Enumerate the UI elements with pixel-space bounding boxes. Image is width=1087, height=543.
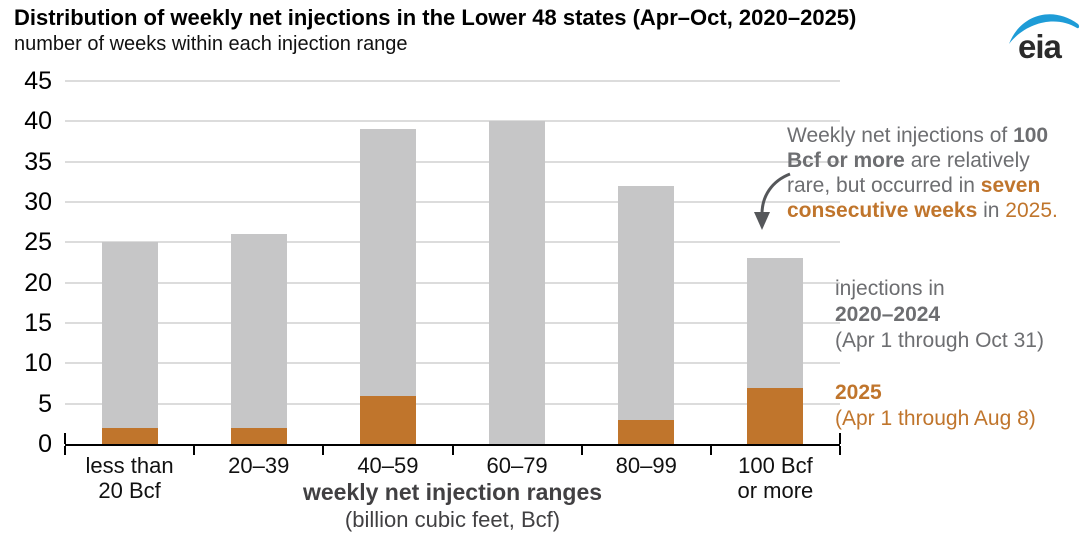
x-axis-tick [580,446,583,455]
y-tick-label: 5 [38,389,52,418]
x-axis-end-bracket [839,433,841,444]
gridline [65,241,840,244]
annotation-line: consecutive weeks in 2025. [787,199,1058,222]
bar-segment-2025 [101,427,158,444]
x-axis-tick [193,446,196,455]
x-axis-title: weekly net injection ranges [302,479,603,505]
y-tick-label: 30 [24,188,52,216]
legend-gray-intro: injections in [835,277,945,300]
legend-gray-range: (Apr 1 through Oct 31) [835,329,1044,352]
y-tick-label: 10 [24,349,52,378]
eia-swoosh-icon: eia [1009,14,1080,65]
x-axis-tick [451,446,454,455]
annotation-text: Weekly net injections of 100 Bcf or more … [787,123,1087,223]
gridline [65,120,840,123]
gridline [65,160,840,163]
y-tick-label: 25 [24,228,52,257]
x-axis-tick [64,446,66,455]
y-tick-label: 15 [24,309,52,337]
x-axis-tick [322,446,325,455]
gridline [65,362,840,365]
bar-segment-2025 [618,419,675,444]
annotation-arrow-icon [754,172,791,230]
annotation-line: Weekly net injections of 100 [787,124,1049,147]
x-axis-subtitle: (billion cubic feet, Bcf) [344,507,561,532]
bar-segment-2025 [230,427,287,444]
gridline [65,322,840,324]
y-tick-label: 40 [24,107,52,136]
bar-segment-2020-2024 [230,234,287,428]
legend-orange-range: (Apr 1 through Aug 8) [835,407,1036,430]
annotation-line: Bcf or more are relatively [787,149,1030,172]
legend: injections in 2020–2024 (Apr 1 through O… [835,276,1044,432]
x-category-label: 100 Bcf or more [737,453,814,503]
y-tick-label: 0 [38,430,52,458]
bar-segment-2020-2024 [359,129,416,396]
x-axis-tick [839,446,841,455]
legend-orange-years: 2025 [835,381,882,404]
x-category-label: 60–79 [486,453,548,478]
y-tick-label: 20 [24,268,52,297]
bar-segment-2020-2024 [618,185,675,420]
svg-text:eia: eia [1018,28,1063,64]
y-tick-label: 45 [24,67,52,95]
bar-segment-2025 [359,395,416,444]
legend-gray-years: 2020–2024 [835,303,941,326]
bar-segment-2020-2024 [101,242,158,428]
bar-segment-2020-2024 [747,258,804,388]
chart-subtitle: number of weeks within each injection ra… [14,33,408,55]
bar-segment-2020-2024 [489,121,546,444]
x-axis-tick [709,446,712,455]
x-category-label: 40–59 [357,453,419,478]
gridline [65,201,840,203]
x-axis-end-bracket [64,433,66,444]
chart-title: Distribution of weekly net injections in… [14,5,857,30]
gridline [65,80,840,82]
y-tick-label: 35 [24,147,52,176]
gridline [65,281,840,284]
annotation-line: rare, but occurred in seven [787,174,1041,197]
x-category-label: less than 20 Bcf [85,453,174,503]
x-category-label: 80–99 [615,453,677,478]
gridline [65,402,840,405]
eia-logo: eia [1006,4,1082,65]
bar-segment-2025 [747,387,804,444]
x-axis-line [65,444,840,446]
x-category-label: 20–39 [228,453,290,478]
